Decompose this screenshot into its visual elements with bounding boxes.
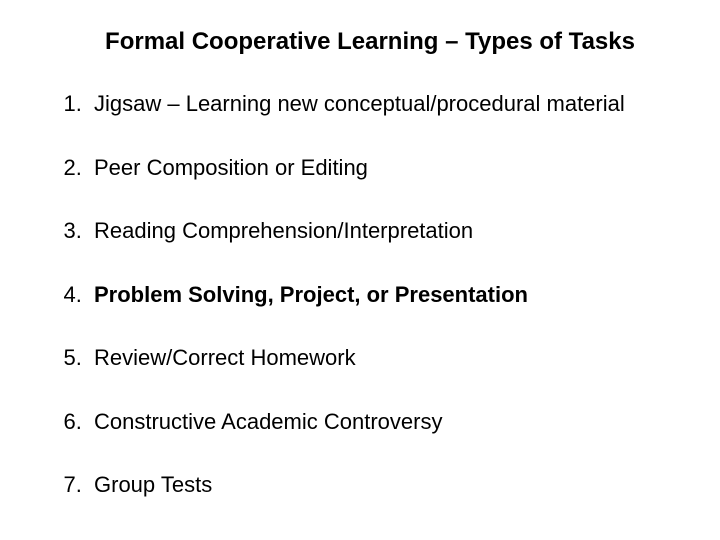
list-item-text: Reading Comprehension/Interpretation bbox=[94, 218, 473, 243]
list-item-text: Group Tests bbox=[94, 472, 212, 497]
list-item-text: Problem Solving, Project, or Presentatio… bbox=[94, 282, 528, 307]
list-item-text: Peer Composition or Editing bbox=[94, 155, 368, 180]
slide-container: Formal Cooperative Learning – Types of T… bbox=[0, 0, 720, 540]
list-item: Jigsaw – Learning new conceptual/procedu… bbox=[88, 90, 680, 118]
list-item: Group Tests bbox=[88, 471, 680, 499]
list-item: Constructive Academic Controversy bbox=[88, 408, 680, 436]
list-item: Peer Composition or Editing bbox=[88, 154, 680, 182]
list-item-text: Review/Correct Homework bbox=[94, 345, 356, 370]
task-list: Jigsaw – Learning new conceptual/procedu… bbox=[40, 90, 680, 499]
list-item-text: Constructive Academic Controversy bbox=[94, 409, 442, 434]
list-item: Problem Solving, Project, or Presentatio… bbox=[88, 281, 680, 309]
list-item: Review/Correct Homework bbox=[88, 344, 680, 372]
list-item: Reading Comprehension/Interpretation bbox=[88, 217, 680, 245]
list-item-text: Jigsaw – Learning new conceptual/procedu… bbox=[94, 91, 625, 116]
slide-title: Formal Cooperative Learning – Types of T… bbox=[40, 28, 680, 56]
